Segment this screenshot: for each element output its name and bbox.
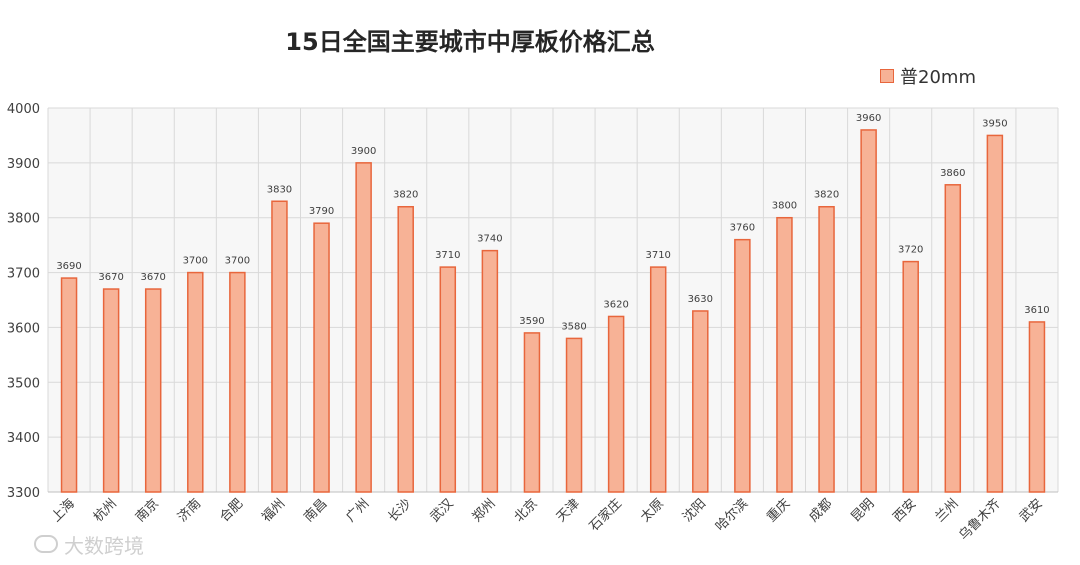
data-label: 3670 [140,272,165,283]
y-tick-label: 3800 [7,212,40,227]
data-label: 3820 [393,190,418,201]
x-tick-label: 兰州 [933,496,962,525]
y-tick-label: 3900 [7,157,40,172]
data-label: 3590 [519,316,544,327]
legend-swatch [880,69,894,83]
data-label: 3760 [730,223,755,234]
legend: 普20mm [880,64,976,88]
legend-label: 普20mm [900,67,976,88]
x-tick-label: 天津 [554,496,583,525]
bar [692,310,709,493]
data-label: 3860 [940,168,965,179]
bar [860,129,877,493]
x-tick-label: 重庆 [764,496,794,526]
x-tick-label: 郑州 [470,496,499,525]
watermark: 大数跨境 [34,530,144,558]
data-label: 3670 [98,272,123,283]
x-tick-label: 广州 [343,496,372,525]
data-label: 3710 [435,250,460,261]
bar [397,205,414,493]
y-tick-label: 4000 [7,102,40,117]
x-tick-label: 北京 [512,496,541,525]
data-label: 3580 [561,321,586,332]
data-label: 3960 [856,113,881,124]
x-tick-label: 上海 [49,496,78,525]
x-tick-label: 合肥 [217,496,246,525]
bar [102,288,120,493]
bar [60,277,78,493]
bar [481,249,499,493]
x-tick-label: 南昌 [301,496,331,526]
data-label: 3690 [56,261,81,272]
bar [902,260,919,493]
x-tick-label: 武安 [1017,496,1046,525]
data-label: 3700 [225,256,250,267]
bar [649,266,667,493]
y-tick-label: 3500 [7,376,40,391]
bar [1028,321,1046,493]
watermark-logo-icon [34,535,58,553]
x-tick-label: 长沙 [386,496,415,525]
bar [565,337,583,493]
data-label: 3610 [1024,305,1049,316]
bar [607,315,625,493]
data-label: 3720 [898,245,923,256]
bar [355,162,372,493]
bar [229,271,246,493]
x-tick-label: 西安 [891,496,920,525]
x-tick-label: 乌鲁木齐 [956,496,1004,544]
data-label: 3700 [183,256,208,267]
bar [523,332,541,493]
data-label: 3790 [309,206,334,217]
data-label: 3710 [645,250,670,261]
bar [439,266,457,493]
x-tick-label: 成都 [806,496,835,525]
bar [144,288,162,493]
x-tick-label: 武汉 [428,496,457,525]
x-tick-label: 太原 [638,496,667,525]
x-tick-label: 济南 [174,496,204,526]
data-label: 3900 [351,146,376,157]
data-label: 3820 [814,190,839,201]
bar [313,222,330,493]
y-tick-label: 3400 [7,431,40,446]
watermark-text: 大数跨境 [64,533,144,558]
x-tick-label: 昆明 [848,496,877,525]
bar [187,271,204,493]
data-label: 3830 [267,184,292,195]
data-label: 3800 [772,201,797,212]
x-tick-label: 沈阳 [680,496,709,525]
y-tick-label: 3300 [7,486,40,501]
bar [818,205,835,493]
bar [776,216,793,493]
y-tick-label: 3700 [7,267,40,282]
data-label: 3620 [603,299,628,310]
bar [986,134,1004,493]
x-tick-label: 石家庄 [586,496,625,535]
data-label: 3630 [688,294,713,305]
data-label: 3740 [477,234,502,245]
data-label: 3950 [982,118,1007,129]
chart-title: 15日全国主要城市中厚板价格汇总 [285,28,655,56]
x-tick-label: 杭州 [91,496,120,525]
x-tick-label: 福州 [259,496,288,525]
bar [944,184,962,493]
y-tick-label: 3600 [7,321,40,336]
bar [271,200,288,493]
bar [734,238,751,493]
x-tick-label: 哈尔滨 [712,496,751,535]
x-tick-label: 南京 [132,496,162,526]
